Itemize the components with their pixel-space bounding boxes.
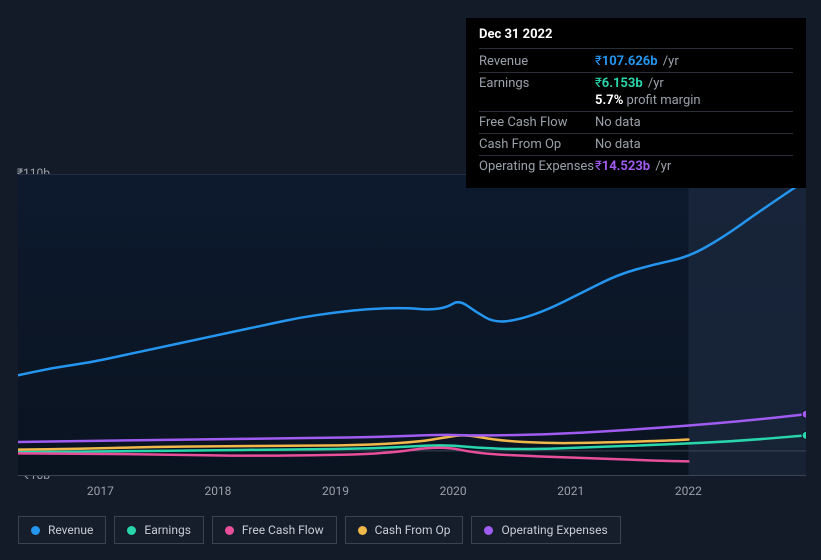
legend-label: Cash From Op [375,523,451,537]
legend-item-free-cash-flow[interactable]: Free Cash Flow [212,516,337,544]
chart-legend: Revenue Earnings Free Cash Flow Cash From O… [18,516,621,544]
tooltip-row: Revenue₹107.626b /yr [479,51,793,73]
tooltip-row-value: ₹14.523b /yr [595,159,793,174]
tooltip-date: Dec 31 2022 [479,27,793,49]
tooltip-row-label: Operating Expenses [479,159,595,174]
legend-swatch-icon [127,526,136,535]
tooltip-row-label: Cash From Op [479,137,595,152]
x-axis-labels: 2017 2018 2019 2020 2021 2022 [18,484,806,502]
legend-swatch-icon [358,526,367,535]
legend-item-earnings[interactable]: Earnings [114,516,204,544]
x-axis-tick: 2017 [87,484,114,498]
tooltip-rows: Revenue₹107.626b /yrEarnings₹6.153b /yr5… [479,51,793,177]
x-axis-tick: 2019 [322,484,349,498]
legend-swatch-icon [225,526,234,535]
tooltip-row-label: Free Cash Flow [479,115,595,130]
legend-item-operating-expenses[interactable]: Operating Expenses [471,516,620,544]
tooltip-row: Earnings₹6.153b /yr5.7% profit margin [479,73,793,112]
tooltip-row: Cash From OpNo data [479,134,793,156]
tooltip-row-label: Earnings [479,76,595,108]
x-axis-tick: 2020 [440,484,467,498]
legend-item-cash-from-op[interactable]: Cash From Op [345,516,464,544]
tooltip-row-value: No data [595,137,793,152]
financial-chart-container: Dec 31 2022 Revenue₹107.626b /yrEarnings… [0,0,821,560]
chart-svg [18,174,806,476]
tooltip-row: Operating Expenses₹14.523b /yr [479,156,793,177]
x-axis-tick: 2022 [675,484,702,498]
x-axis-tick: 2021 [557,484,584,498]
tooltip-row-value: ₹6.153b /yr5.7% profit margin [595,76,793,108]
tooltip-row: Free Cash FlowNo data [479,112,793,134]
legend-swatch-icon [484,526,493,535]
legend-label: Free Cash Flow [242,523,324,537]
tooltip-row-value: No data [595,115,793,130]
legend-label: Revenue [48,523,93,537]
legend-label: Operating Expenses [501,523,607,537]
x-axis-tick: 2018 [204,484,231,498]
tooltip-row-value: ₹107.626b /yr [595,54,793,69]
chart-tooltip: Dec 31 2022 Revenue₹107.626b /yrEarnings… [466,18,806,188]
tooltip-row-label: Revenue [479,54,595,69]
chart-plot [18,174,806,476]
legend-label: Earnings [144,523,191,537]
legend-item-revenue[interactable]: Revenue [18,516,106,544]
legend-swatch-icon [31,526,40,535]
